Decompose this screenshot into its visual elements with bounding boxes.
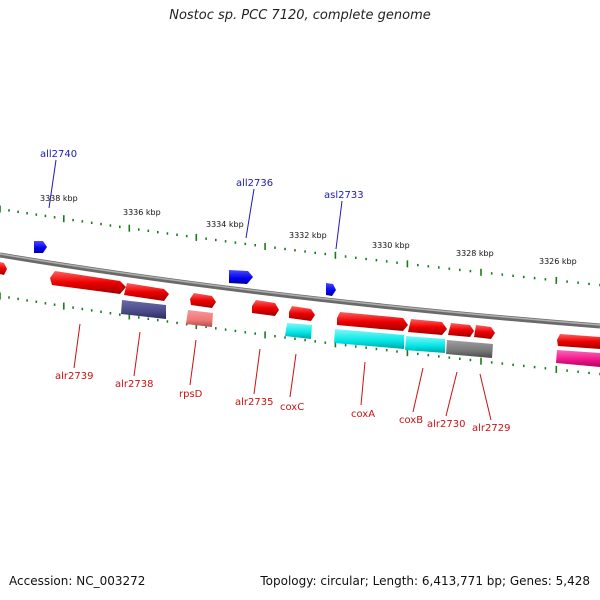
gene-label-coxA[interactable]: coxA	[351, 409, 375, 420]
gene-labels-top: all2740 all2736 asl2733	[40, 149, 364, 201]
leader-alr2735	[253, 348, 261, 395]
leader-coxB	[412, 367, 424, 413]
scale-label: 3338 kbp	[40, 194, 78, 203]
gene-partial-right-arrow[interactable]	[557, 334, 600, 349]
gene-alr2739-arrow[interactable]	[50, 271, 126, 294]
gene-rpsD-arrow[interactable]	[190, 293, 216, 308]
gene-label-alr2730[interactable]: alr2730	[427, 419, 465, 430]
minus-strand-genes	[34, 241, 336, 296]
gene-coxA-arrow[interactable]	[337, 312, 408, 331]
scale-label: 3334 kbp	[206, 220, 244, 229]
scale-label: 3326 kbp	[539, 257, 577, 266]
gene-label-asl2733[interactable]: asl2733	[324, 190, 364, 201]
leader-alr2739	[73, 323, 81, 369]
gene-label-all2736[interactable]: all2736	[236, 178, 273, 189]
cds-partial-right-bar[interactable]	[556, 350, 600, 367]
lower-scale-ticks	[0, 292, 600, 376]
gene-label-all2740[interactable]: all2740	[40, 149, 77, 160]
gene-label-alr2738[interactable]: alr2738	[115, 379, 153, 390]
leader-rpsD	[189, 339, 197, 386]
gene-coxB-arrow[interactable]	[408, 319, 447, 335]
scale-labels: 3338 kbp 3336 kbp 3334 kbp 3332 kbp 3330…	[40, 194, 577, 266]
gene-alr2735-arrow[interactable]	[252, 300, 279, 316]
cds-coxC-bar[interactable]	[285, 323, 312, 339]
genome-backbone	[0, 252, 600, 329]
gene-label-rpsD[interactable]: rpsD	[179, 389, 203, 400]
gene-label-alr2739[interactable]: alr2739	[55, 371, 93, 382]
genome-backbone-highlight	[0, 253, 600, 326]
gene-asl2733-arrow[interactable]	[326, 283, 336, 296]
gene-label-alr2735[interactable]: alr2735	[235, 397, 273, 408]
leader-alr2738	[133, 331, 141, 377]
plus-strand-genes	[0, 262, 600, 349]
cds-alr2738-bar[interactable]	[121, 300, 166, 319]
upper-scale-ticks	[0, 205, 600, 287]
gene-coxC-arrow[interactable]	[289, 306, 315, 321]
gene-alr2738-arrow[interactable]	[124, 283, 169, 301]
leader-all2740	[48, 159, 57, 209]
gene-all2736-arrow[interactable]	[229, 270, 253, 284]
leader-coxC	[289, 353, 297, 398]
leader-alr2729	[479, 373, 492, 421]
accession-text: Accession: NC_003272	[9, 574, 146, 588]
gene-all2740-arrow[interactable]	[34, 241, 47, 253]
gene-label-coxC[interactable]: coxC	[280, 402, 304, 413]
map-title: Nostoc sp. PCC 7120, complete genome	[169, 8, 431, 23]
scale-label: 3328 kbp	[456, 249, 494, 258]
genome-summary-text: Topology: circular; Length: 6,413,771 bp…	[260, 574, 590, 588]
leader-all2736	[245, 188, 255, 239]
label-leader-lines	[48, 159, 492, 421]
gene-alr2729-arrow[interactable]	[474, 325, 495, 339]
scale-label: 3332 kbp	[289, 231, 327, 240]
gene-labels-bottom: alr2739 alr2738 rpsD alr2735 coxC coxA c…	[55, 371, 510, 434]
cds-coxA-bar[interactable]	[334, 329, 404, 349]
scale-label: 3330 kbp	[372, 241, 410, 250]
gene-label-coxB[interactable]: coxB	[399, 415, 423, 426]
gene-label-alr2729[interactable]: alr2729	[472, 423, 510, 434]
cds-coxB-bar[interactable]	[405, 336, 445, 353]
cds-alr2730-bar[interactable]	[446, 340, 493, 358]
cds-rpsD-bar[interactable]	[186, 310, 213, 327]
cds-features	[121, 300, 600, 367]
leader-coxA	[360, 361, 366, 406]
leader-asl2733	[335, 200, 343, 250]
gene-alr2730-arrow[interactable]	[448, 323, 474, 337]
gene-partial-left-arrow[interactable]	[0, 262, 7, 275]
leader-alr2730	[445, 371, 458, 417]
scale-label: 3336 kbp	[123, 208, 161, 217]
